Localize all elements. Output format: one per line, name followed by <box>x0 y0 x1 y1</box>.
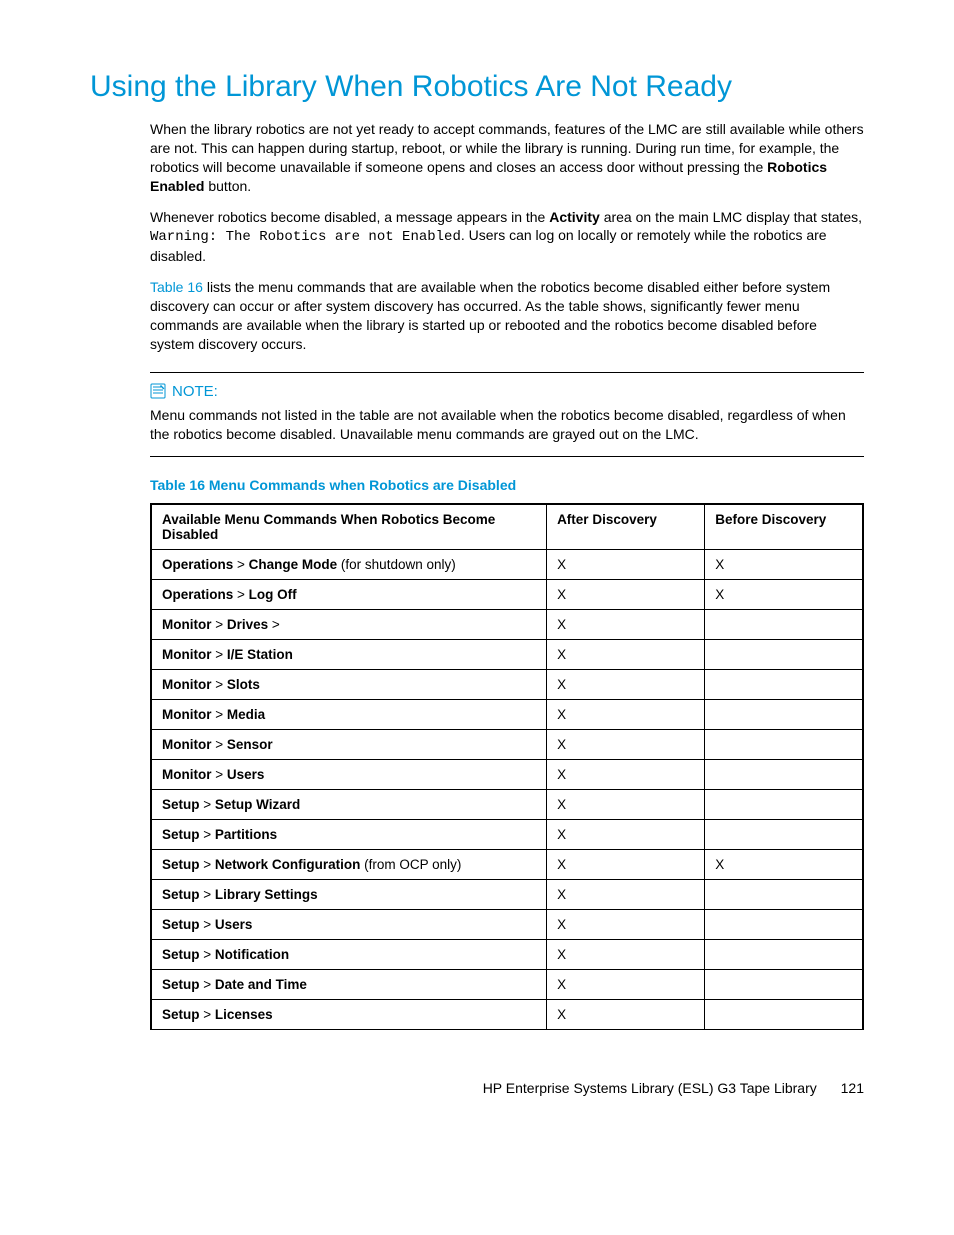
cell-command: Setup > Notification <box>151 939 547 969</box>
cell-before <box>705 669 863 699</box>
footer-text: HP Enterprise Systems Library (ESL) G3 T… <box>483 1080 817 1096</box>
page-number: 121 <box>841 1080 864 1096</box>
cell-before: X <box>705 579 863 609</box>
table-row: Operations > Log OffXX <box>151 579 863 609</box>
cell-command: Monitor > Media <box>151 699 547 729</box>
table-row: Setup > Setup WizardX <box>151 789 863 819</box>
cell-after: X <box>547 549 705 579</box>
cell-command: Setup > Partitions <box>151 819 547 849</box>
cell-before <box>705 729 863 759</box>
cell-before <box>705 759 863 789</box>
page-root: Using the Library When Robotics Are Not … <box>0 0 954 1146</box>
commands-table: Available Menu Commands When Robotics Be… <box>150 503 864 1030</box>
table-row: Setup > UsersX <box>151 909 863 939</box>
note-block: NOTE: Menu commands not listed in the ta… <box>150 372 864 457</box>
cell-after: X <box>547 789 705 819</box>
col-header-before: Before Discovery <box>705 504 863 550</box>
cell-before <box>705 789 863 819</box>
table-16-link[interactable]: Table 16 <box>150 279 203 295</box>
cell-command: Setup > Date and Time <box>151 969 547 999</box>
cell-before <box>705 999 863 1029</box>
table-row: Operations > Change Mode (for shutdown o… <box>151 549 863 579</box>
cell-command: Operations > Log Off <box>151 579 547 609</box>
cell-command: Monitor > Users <box>151 759 547 789</box>
cell-before <box>705 699 863 729</box>
cell-before: X <box>705 849 863 879</box>
cell-before <box>705 909 863 939</box>
col-header-after: After Discovery <box>547 504 705 550</box>
table-row: Monitor > UsersX <box>151 759 863 789</box>
cell-after: X <box>547 609 705 639</box>
table-row: Setup > Network Configuration (from OCP … <box>151 849 863 879</box>
table-row: Monitor > SensorX <box>151 729 863 759</box>
note-rule-top <box>150 372 864 373</box>
cell-before <box>705 819 863 849</box>
cell-after: X <box>547 729 705 759</box>
cell-after: X <box>547 969 705 999</box>
note-icon <box>150 383 166 399</box>
table-row: Setup > NotificationX <box>151 939 863 969</box>
cell-command: Monitor > Sensor <box>151 729 547 759</box>
table-row: Monitor > Drives >X <box>151 609 863 639</box>
page-footer: HP Enterprise Systems Library (ESL) G3 T… <box>90 1080 864 1096</box>
note-rule-bottom <box>150 456 864 457</box>
paragraph-1: When the library robotics are not yet re… <box>90 120 864 196</box>
table-row: Monitor > MediaX <box>151 699 863 729</box>
table-header-row: Available Menu Commands When Robotics Be… <box>151 504 863 550</box>
cell-after: X <box>547 879 705 909</box>
table-row: Monitor > SlotsX <box>151 669 863 699</box>
cell-command: Setup > Users <box>151 909 547 939</box>
cell-after: X <box>547 939 705 969</box>
table-row: Setup > Library SettingsX <box>151 879 863 909</box>
paragraph-2: Whenever robotics become disabled, a mes… <box>90 208 864 267</box>
cell-after: X <box>547 699 705 729</box>
cell-before: X <box>705 549 863 579</box>
para1-text-a: When the library robotics are not yet re… <box>150 121 864 175</box>
table-row: Setup > Date and TimeX <box>151 969 863 999</box>
cell-after: X <box>547 759 705 789</box>
cell-before <box>705 879 863 909</box>
cell-before <box>705 939 863 969</box>
cell-after: X <box>547 639 705 669</box>
para2-text-a: Whenever robotics become disabled, a mes… <box>150 209 549 225</box>
para2-mono: Warning: The Robotics are not Enabled <box>150 229 461 245</box>
page-title: Using the Library When Robotics Are Not … <box>90 70 864 104</box>
para3-rest: lists the menu commands that are availab… <box>150 279 830 352</box>
paragraph-3: Table 16 lists the menu commands that ar… <box>90 278 864 354</box>
col-header-commands: Available Menu Commands When Robotics Be… <box>151 504 547 550</box>
cell-command: Setup > Licenses <box>151 999 547 1029</box>
table-caption: Table 16 Menu Commands when Robotics are… <box>150 477 864 493</box>
cell-command: Operations > Change Mode (for shutdown o… <box>151 549 547 579</box>
note-text: Menu commands not listed in the table ar… <box>150 406 864 444</box>
cell-after: X <box>547 849 705 879</box>
para2-bold: Activity <box>549 209 600 225</box>
note-header: NOTE: <box>150 383 864 400</box>
cell-before <box>705 609 863 639</box>
cell-after: X <box>547 669 705 699</box>
table-row: Setup > PartitionsX <box>151 819 863 849</box>
cell-after: X <box>547 909 705 939</box>
cell-before <box>705 639 863 669</box>
cell-command: Setup > Setup Wizard <box>151 789 547 819</box>
cell-after: X <box>547 579 705 609</box>
para2-text-b: area on the main LMC display that states… <box>600 209 862 225</box>
para1-text-b: button. <box>204 178 251 194</box>
cell-command: Setup > Library Settings <box>151 879 547 909</box>
table-row: Setup > LicensesX <box>151 999 863 1029</box>
cell-command: Monitor > I/E Station <box>151 639 547 669</box>
cell-before <box>705 969 863 999</box>
table-row: Monitor > I/E StationX <box>151 639 863 669</box>
cell-command: Setup > Network Configuration (from OCP … <box>151 849 547 879</box>
cell-command: Monitor > Drives > <box>151 609 547 639</box>
cell-after: X <box>547 819 705 849</box>
cell-command: Monitor > Slots <box>151 669 547 699</box>
cell-after: X <box>547 999 705 1029</box>
note-label: NOTE: <box>172 383 218 400</box>
